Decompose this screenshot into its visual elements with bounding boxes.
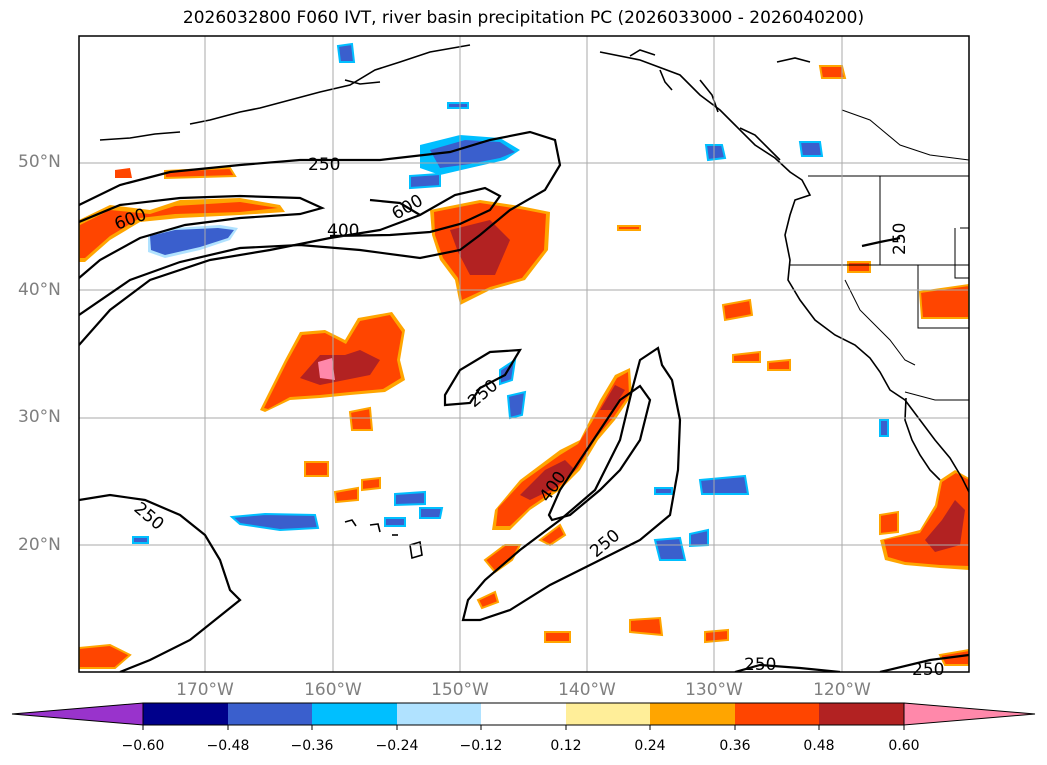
map-frame bbox=[78, 35, 970, 673]
colorbar-segment bbox=[566, 703, 650, 725]
colorbar-extend-high bbox=[903, 702, 1036, 726]
contour-label: 250 bbox=[890, 223, 910, 255]
colorbar-segment bbox=[397, 703, 481, 725]
lon-label-170w: 170°W bbox=[176, 680, 234, 700]
lon-label-130w: 130°W bbox=[685, 680, 743, 700]
contour-label: 400 bbox=[327, 221, 359, 241]
lat-label-30n: 30°N bbox=[18, 407, 61, 427]
precip-field-positive bbox=[79, 65, 969, 669]
colorbar bbox=[11, 702, 1036, 730]
lon-label-150w: 150°W bbox=[431, 680, 489, 700]
colorbar-segment bbox=[228, 703, 312, 725]
precip-field-negative bbox=[132, 42, 889, 561]
colorbar-tick: 0.60 bbox=[888, 738, 920, 754]
contour-label: 250 bbox=[130, 499, 168, 535]
lat-label-50n: 50°N bbox=[18, 152, 61, 172]
colorbar-segment bbox=[312, 703, 397, 725]
colorbar-extend-low bbox=[11, 702, 144, 726]
contour-label: 250 bbox=[586, 526, 624, 562]
lat-label-20n: 20°N bbox=[18, 535, 61, 555]
contour-label: 250 bbox=[464, 376, 502, 412]
colorbar-tick: −0.12 bbox=[459, 738, 503, 754]
political-borders bbox=[790, 36, 969, 401]
colorbar-segment bbox=[735, 703, 819, 725]
colorbar-segment bbox=[650, 703, 735, 725]
ivt-contours bbox=[79, 130, 969, 672]
colorbar-tick: −0.48 bbox=[206, 738, 250, 754]
lat-label-40n: 40°N bbox=[18, 280, 61, 300]
colorbar-segment bbox=[143, 703, 228, 725]
map-title: 2026032800 F060 IVT, river basin precipi… bbox=[182, 8, 865, 28]
colorbar-segment bbox=[481, 703, 566, 725]
colorbar-tick: 0.12 bbox=[550, 738, 582, 754]
colorbar-tick: −0.36 bbox=[290, 738, 334, 754]
gridlines bbox=[79, 36, 969, 672]
colorbar-segment bbox=[819, 703, 904, 725]
lon-label-160w: 160°W bbox=[304, 680, 362, 700]
lon-label-140w: 140°W bbox=[558, 680, 616, 700]
colorbar-tick: −0.24 bbox=[375, 738, 419, 754]
colorbar-tick: −0.60 bbox=[121, 738, 165, 754]
coastlines bbox=[99, 44, 969, 560]
colorbar-tick: 0.48 bbox=[803, 738, 835, 754]
contour-label: 250 bbox=[744, 655, 776, 675]
colorbar-tick: 0.24 bbox=[634, 738, 666, 754]
contour-label: 250 bbox=[912, 660, 944, 680]
lon-label-120w: 120°W bbox=[813, 680, 871, 700]
contour-label: 250 bbox=[308, 155, 340, 175]
colorbar-tick: 0.36 bbox=[719, 738, 751, 754]
